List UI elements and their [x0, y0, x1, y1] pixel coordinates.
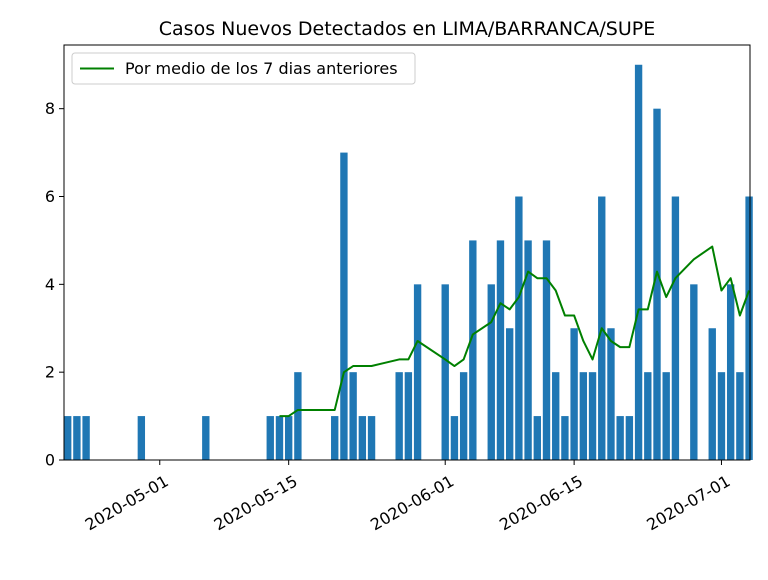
bar: [736, 372, 744, 460]
bar: [515, 196, 523, 460]
x-tick-label: 2020-05-15: [211, 471, 301, 534]
bar: [570, 328, 578, 460]
y-tick-label: 0: [45, 451, 55, 470]
bar: [717, 372, 726, 460]
y-axis: 0 2 4 6 8: [45, 99, 64, 470]
series-line: [279, 245, 751, 418]
bar: [607, 328, 615, 460]
bar: [137, 416, 146, 460]
bar: [340, 152, 348, 460]
bar: [331, 416, 339, 460]
y-tick-label: 6: [45, 187, 55, 206]
bar: [275, 416, 284, 460]
bar: [459, 372, 468, 460]
bar: [294, 372, 302, 460]
bar: [441, 284, 449, 460]
bar: [367, 416, 376, 460]
line-layer: [279, 245, 751, 418]
bar: [487, 284, 495, 460]
bar: [284, 416, 293, 460]
bar: [625, 416, 634, 460]
legend-box: [71, 52, 416, 85]
bar: [662, 372, 670, 460]
bar: [413, 284, 422, 460]
bars-layer: [64, 64, 753, 461]
bar: [469, 240, 477, 460]
chart-title: Casos Nuevos Detectados en LIMA/BARRANCA…: [159, 18, 655, 40]
legend-label: Por medio de los 7 dias anteriores: [125, 59, 398, 78]
y-tick-label: 4: [45, 275, 55, 294]
bar: [395, 372, 403, 460]
y-tick-label: 2: [45, 363, 55, 382]
x-axis: 2020-05-01 2020-05-15 2020-06-01 2020-06-15…: [82, 460, 733, 534]
bar: [202, 416, 210, 460]
bar: [671, 196, 680, 460]
bar: [579, 372, 588, 460]
bar: [450, 416, 459, 460]
bar: [552, 372, 560, 460]
bar: [653, 108, 661, 461]
bar: [266, 416, 274, 460]
bar: [533, 416, 541, 460]
bar: [64, 416, 72, 460]
bar: [708, 328, 716, 460]
bar: [542, 240, 551, 460]
bar: [644, 372, 652, 460]
bar: [505, 328, 514, 460]
bar: [616, 416, 624, 460]
bar: [634, 64, 643, 460]
bar: [561, 416, 569, 460]
bar: [726, 284, 735, 460]
bar: [588, 372, 597, 460]
y-tick-label: 8: [45, 99, 55, 118]
plot-frame: [63, 44, 751, 461]
x-tick-label: 2020-07-01: [643, 471, 733, 534]
bar: [745, 196, 753, 460]
bar: [496, 240, 505, 460]
bar: [404, 372, 413, 460]
bar: [358, 416, 367, 460]
bar: [524, 240, 532, 460]
x-tick-label: 2020-06-15: [496, 471, 586, 534]
bar: [82, 416, 90, 460]
bar: [690, 284, 698, 460]
x-tick-label: 2020-05-01: [82, 471, 172, 534]
legend: Por medio de los 7 dias anteriores: [71, 52, 416, 85]
bar: [349, 372, 357, 460]
x-tick-label: 2020-06-01: [367, 471, 457, 534]
bar: [73, 416, 81, 460]
